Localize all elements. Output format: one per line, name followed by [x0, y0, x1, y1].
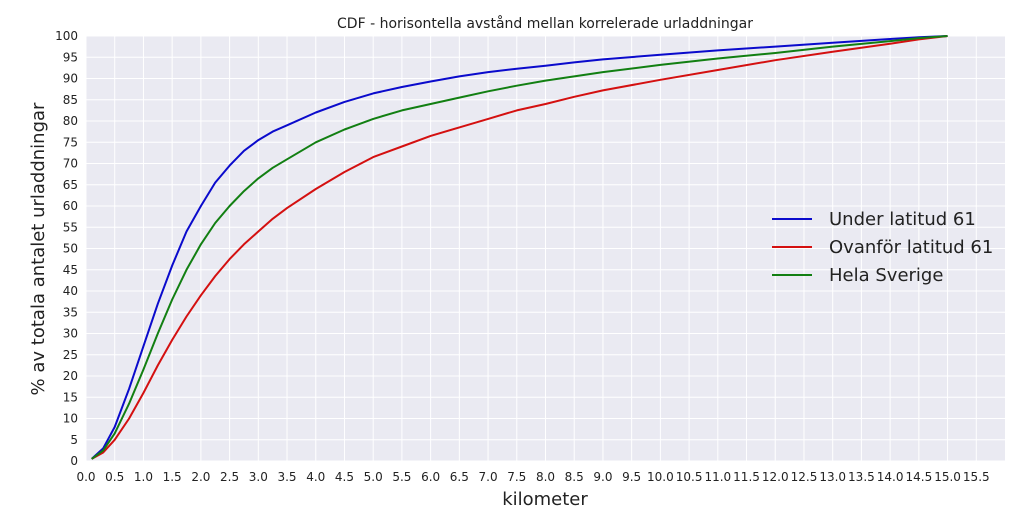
x-tick-label: 14.0	[877, 470, 904, 484]
x-tick-label: 12.0	[762, 470, 789, 484]
y-tick-label: 60	[63, 199, 78, 213]
y-tick-label: 75	[63, 135, 78, 149]
y-tick-labels: 0 5 10 15 20 25 30 35 40 45 50 55 60 65 70 75 80 85 90 95 10…	[55, 29, 78, 468]
y-tick-label: 40	[63, 284, 78, 298]
y-tick-label: 20	[63, 369, 78, 383]
y-tick-label: 100	[55, 29, 78, 43]
x-tick-label: 8.0	[536, 470, 555, 484]
series-line-3	[91, 35, 948, 460]
y-tick-label: 5	[70, 433, 78, 447]
x-tick-label: 12.5	[791, 470, 818, 484]
x-tick-label: 6.0	[421, 470, 440, 484]
x-tick-label: 13.0	[819, 470, 846, 484]
legend-label-2: Ovanför latitud 61	[829, 237, 993, 258]
x-tick-label: 1.5	[163, 470, 182, 484]
y-tick-label: 15	[63, 390, 78, 404]
y-tick-label: 55	[63, 220, 78, 234]
x-tick-label: 6.5	[450, 470, 469, 484]
y-tick-label: 85	[63, 93, 78, 107]
legend-label-1: Under latitud 61	[829, 209, 976, 230]
x-tick-label: 0.0	[76, 470, 95, 484]
x-tick-label: 10.5	[676, 470, 703, 484]
y-tick-label: 25	[63, 348, 78, 362]
x-tick-label: 11.0	[704, 470, 731, 484]
x-tick-label: 5.0	[364, 470, 383, 484]
x-tick-label: 0.5	[105, 470, 124, 484]
legend-label-3: Hela Sverige	[829, 265, 943, 286]
y-tick-label: 50	[63, 242, 78, 256]
x-tick-label: 2.0	[191, 470, 210, 484]
x-tick-label: 4.0	[306, 470, 325, 484]
x-tick-label: 15.5	[963, 470, 990, 484]
y-axis-label: % av totala antalet urladdningar	[28, 102, 49, 395]
y-tick-label: 10	[63, 412, 78, 426]
y-tick-label: 45	[63, 263, 78, 277]
chart-title: CDF - horisontella avstånd mellan korrel…	[337, 15, 753, 32]
x-tick-label: 15.0	[934, 470, 961, 484]
y-tick-label: 30	[63, 327, 78, 341]
x-tick-label: 4.5	[335, 470, 354, 484]
x-tick-label: 14.5	[905, 470, 932, 484]
legend: Under latitud 61 Ovanför latitud 61 Hela S…	[772, 209, 993, 286]
x-tick-label: 1.0	[134, 470, 153, 484]
x-tick-label: 11.5	[733, 470, 760, 484]
x-tick-label: 10.0	[647, 470, 674, 484]
grid-lines	[85, 35, 1005, 462]
x-tick-label: 7.0	[479, 470, 498, 484]
x-tick-labels: 0.0 0.5 1.0 1.5 2.0 2.5 3.0 3.5 4.0 4.5 5.0 5.5 6.0 6…	[76, 470, 989, 484]
x-tick-label: 13.5	[848, 470, 875, 484]
x-tick-label: 8.5	[565, 470, 584, 484]
x-tick-label: 9.5	[622, 470, 641, 484]
series-line-1	[91, 35, 948, 460]
y-tick-label: 90	[63, 72, 78, 86]
y-tick-label: 95	[63, 50, 78, 64]
y-tick-label: 35	[63, 305, 78, 319]
x-tick-label: 3.5	[277, 470, 296, 484]
y-tick-label: 80	[63, 114, 78, 128]
series-lines	[91, 35, 948, 460]
y-tick-label: 70	[63, 157, 78, 171]
x-tick-label: 3.0	[249, 470, 268, 484]
y-tick-label: 65	[63, 178, 78, 192]
x-tick-label: 5.5	[392, 470, 411, 484]
x-axis-label: kilometer	[502, 489, 588, 510]
x-tick-label: 7.5	[507, 470, 526, 484]
series-line-2	[91, 35, 948, 460]
y-tick-label: 0	[70, 454, 78, 468]
x-tick-label: 9.0	[593, 470, 612, 484]
x-tick-label: 2.5	[220, 470, 239, 484]
